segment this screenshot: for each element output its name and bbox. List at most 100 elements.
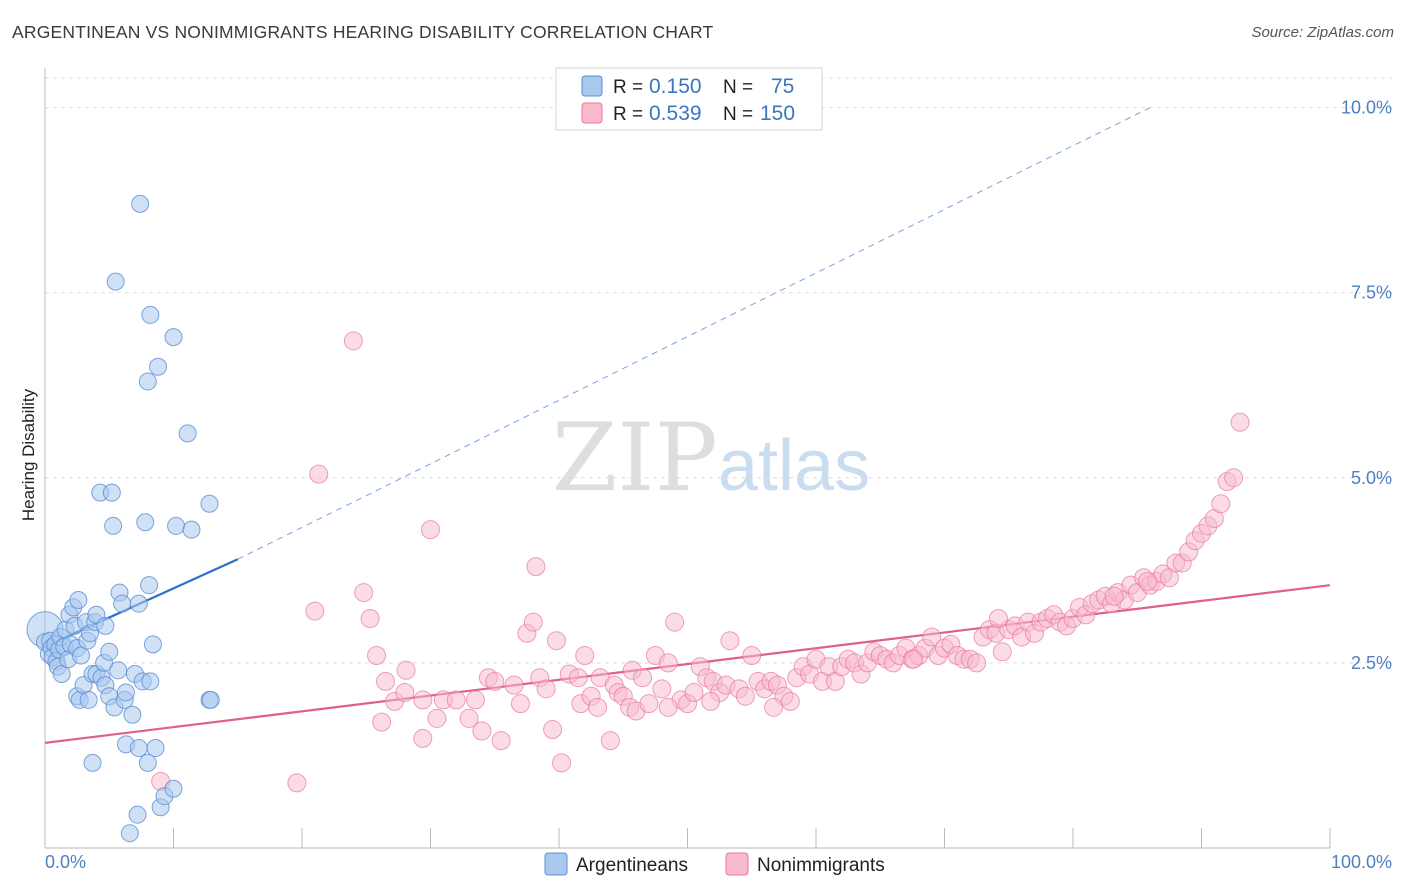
argentineans-point	[102, 483, 121, 502]
nonimmigrants-trendline	[44, 584, 1331, 744]
nonimmigrants-point	[427, 708, 447, 728]
x-tick-label: 0.0%	[45, 852, 86, 872]
argentineans-point	[200, 494, 219, 513]
nonimmigrants-point	[367, 646, 387, 665]
nonimmigrants-point	[395, 683, 415, 703]
nonimmigrants-point	[396, 660, 416, 680]
nonimmigrants-point	[343, 331, 363, 351]
nonimmigrants-point	[446, 690, 466, 710]
argentineans-point	[149, 357, 168, 376]
argentineans-point	[164, 328, 183, 347]
nonimmigrants-point	[523, 612, 543, 632]
legend-r-label-2: R =	[613, 104, 643, 125]
argentineans-point	[178, 424, 197, 443]
argentineans-point	[129, 739, 148, 758]
source-credit: Source: ZipAtlas.com	[1251, 24, 1394, 41]
nonimmigrants-point	[588, 697, 608, 717]
nonimmigrants-point	[504, 675, 524, 695]
axes	[44, 68, 1331, 849]
y-tick-labels: 2.5% 5.0% 7.5% 10.0%	[1341, 98, 1392, 673]
nonimmigrants-point	[665, 612, 685, 632]
nonimmigrants-point	[1224, 468, 1244, 488]
nonimmigrants-point	[652, 679, 672, 699]
argentineans-point	[141, 672, 160, 691]
nonimmigrants-point	[459, 708, 479, 728]
argentineans-point	[96, 616, 115, 635]
legend-n-value-1: 75	[771, 75, 794, 98]
argentineans-point	[83, 753, 102, 772]
argentineans-trendline	[44, 107, 1151, 648]
legend-swatch-nonimmigrants	[581, 102, 603, 124]
nonimmigrants-point	[1211, 494, 1231, 514]
argentineans-point	[146, 739, 165, 758]
nonimmigrants-point	[309, 464, 329, 484]
nonimmigrants-point	[1230, 412, 1250, 432]
x-tick-labels: 0.0% 100.0%	[45, 852, 1392, 872]
series-legend-swatch-nonimmigrants	[725, 852, 749, 876]
nonimmigrants-point	[922, 627, 942, 647]
argentineans-point	[143, 635, 162, 654]
legend-n-label-1: N =	[723, 77, 753, 98]
nonimmigrants-point	[510, 694, 530, 714]
nonimmigrants-point	[413, 728, 433, 748]
argentineans-point	[136, 513, 155, 532]
y-tick-label: 2.5%	[1351, 653, 1392, 673]
nonimmigrants-point	[992, 642, 1012, 662]
argentineans-point	[182, 520, 201, 539]
argentineans-trend-extension	[237, 107, 1151, 560]
argentineans-point	[141, 305, 160, 324]
nonimmigrants-point	[465, 690, 485, 710]
nonimmigrants-point	[735, 686, 755, 706]
nonimmigrants-point	[421, 520, 440, 540]
nonimmigrants-point	[658, 653, 678, 673]
legend-swatch-argentineans	[581, 75, 603, 97]
argentineans-point	[71, 646, 90, 665]
legend-n-label-2: N =	[723, 104, 753, 125]
nonimmigrants-point	[1104, 586, 1124, 606]
y-tick-label: 5.0%	[1351, 468, 1392, 488]
nonimmigrants-point	[485, 671, 505, 691]
argentineans-point	[113, 594, 132, 613]
gridlines	[45, 77, 1392, 664]
argentineans-point	[167, 516, 186, 535]
stats-legend: R = 0.150 N = 75 R = 0.539 N = 150	[555, 67, 823, 131]
nonimmigrants-point	[780, 691, 800, 711]
argentineans-points	[26, 194, 220, 843]
watermark-zip: ZIP	[552, 404, 718, 513]
nonimmigrants-point	[491, 731, 511, 751]
nonimmigrants-point	[360, 608, 380, 628]
nonimmigrants-point	[658, 697, 678, 717]
argentineans-point	[129, 594, 148, 613]
nonimmigrants-point	[305, 601, 325, 621]
legend-r-value-2: 0.539	[649, 102, 702, 125]
legend-r-label-1: R =	[613, 77, 643, 98]
series-legend: Argentineans Nonimmigrants	[544, 852, 885, 876]
argentineans-point	[164, 779, 183, 798]
legend-r-value-1: 0.150	[649, 75, 702, 98]
nonimmigrants-point	[701, 691, 721, 711]
y-tick-label: 10.0%	[1341, 98, 1392, 118]
argentineans-point	[138, 753, 157, 772]
argentineans-point	[131, 194, 150, 213]
argentineans-point	[138, 372, 157, 391]
nonimmigrants-points	[151, 331, 1250, 793]
nonimmigrants-point	[552, 753, 572, 773]
nonimmigrants-point	[372, 712, 392, 732]
nonimmigrants-trend-line	[44, 584, 1331, 744]
nonimmigrants-point	[633, 668, 653, 688]
argentineans-point	[52, 665, 71, 684]
argentineans-point	[140, 576, 159, 595]
nonimmigrants-point	[904, 649, 924, 669]
nonimmigrants-point	[600, 731, 620, 751]
nonimmigrants-point	[354, 583, 374, 603]
argentineans-point	[123, 705, 142, 724]
argentineans-point	[120, 824, 139, 843]
nonimmigrants-point	[536, 679, 556, 699]
argentineans-point	[201, 690, 220, 709]
nonimmigrants-point	[287, 773, 307, 793]
nonimmigrants-point	[720, 631, 740, 651]
nonimmigrants-point	[988, 608, 1008, 628]
argentineans-point	[128, 805, 147, 824]
argentineans-point	[104, 516, 123, 535]
